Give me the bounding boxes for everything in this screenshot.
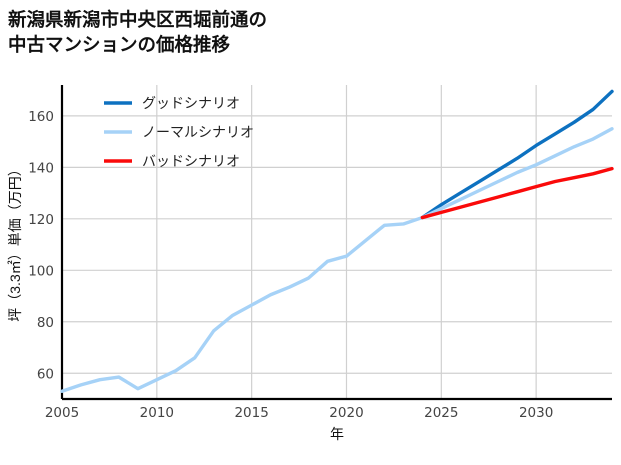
x-tick-2005: 2005 — [45, 405, 79, 421]
x-tick-2025: 2025 — [424, 405, 458, 421]
x-tick-labels: 2005 2010 2015 2020 2025 2030 — [45, 405, 553, 421]
legend-label-bad: バッドシナリオ — [142, 153, 240, 169]
y-tick-100: 100 — [28, 263, 54, 279]
y-tick-labels: 60 80 100 120 140 160 — [28, 109, 54, 382]
y-tick-120: 120 — [28, 212, 54, 228]
y-tick-80: 80 — [37, 315, 54, 331]
x-tick-2020: 2020 — [329, 405, 363, 421]
chart-title-line-2: 中古マンションの価格推移 — [8, 33, 231, 55]
x-axis-title: 年 — [330, 426, 344, 442]
plot-frame — [60, 85, 612, 401]
y-tick-160: 160 — [28, 109, 54, 125]
chart-title-line-1: 新潟県新潟市中央区西堀前通の — [8, 9, 268, 30]
data-series-group — [60, 89, 614, 393]
legend-label-normal: ノーマルシナリオ — [142, 124, 254, 140]
y-tick-140: 140 — [28, 160, 54, 176]
x-tick-2030: 2030 — [519, 405, 553, 421]
y-tick-60: 60 — [37, 366, 54, 382]
x-tick-2015: 2015 — [234, 405, 268, 421]
legend-label-good: グッドシナリオ — [142, 95, 240, 111]
y-axis-title: 坪（3.3㎡）単価（万円） — [7, 162, 23, 321]
x-tick-2010: 2010 — [140, 405, 174, 421]
grid-lines — [61, 85, 612, 399]
chart-title: 新潟県新潟市中央区西堀前通の 中古マンションの価格推移 — [8, 8, 568, 57]
